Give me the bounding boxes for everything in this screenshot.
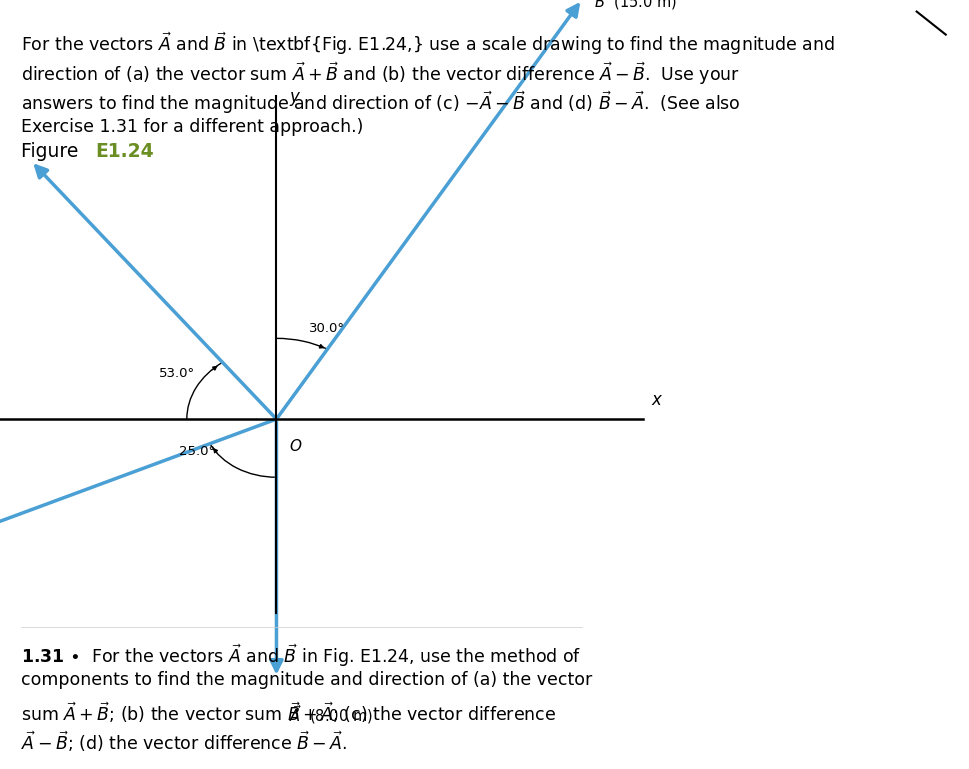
Text: $y$: $y$: [289, 90, 300, 108]
Text: $\vec{B}$  (15.0 m): $\vec{B}$ (15.0 m): [594, 0, 676, 12]
Text: $O$: $O$: [289, 438, 301, 454]
Text: 25.0°: 25.0°: [179, 445, 215, 458]
Text: $\mathbf{1.31}$ $\bullet$  For the vectors $\vec{A}$ and $\vec{B}$ in Fig. E1.24: $\mathbf{1.31}$ $\bullet$ For the vector…: [21, 642, 581, 669]
Text: For the vectors $\vec{A}$ and $\vec{B}$ in \textbf{Fig. E1.24,} use a scale draw: For the vectors $\vec{A}$ and $\vec{B}$ …: [21, 31, 834, 58]
Text: direction of (a) the vector sum $\vec{A} + \vec{B}$ and (b) the vector differenc: direction of (a) the vector sum $\vec{A}…: [21, 60, 739, 87]
Text: E1.24: E1.24: [95, 142, 153, 161]
Text: $\vec{A} - \vec{B}$; (d) the vector difference $\vec{B} - \vec{A}$.: $\vec{A} - \vec{B}$; (d) the vector diff…: [21, 730, 347, 754]
Text: 30.0°: 30.0°: [309, 322, 345, 335]
Text: Exercise 1.31 for a different approach.): Exercise 1.31 for a different approach.): [21, 118, 363, 136]
Text: $\vec{A}$  (8.00 m): $\vec{A}$ (8.00 m): [289, 704, 372, 726]
Text: $x$: $x$: [650, 391, 663, 409]
Text: 53.0°: 53.0°: [159, 368, 195, 381]
Text: components to find the magnitude and direction of (a) the vector: components to find the magnitude and dir…: [21, 671, 592, 689]
Text: answers to find the magnitude and direction of (c) $-\vec{A} - \vec{B}$ and (d) : answers to find the magnitude and direct…: [21, 89, 740, 116]
Text: sum $\vec{A} + \vec{B}$; (b) the vector sum $\vec{B} + \vec{A}$; (c) the vector : sum $\vec{A} + \vec{B}$; (b) the vector …: [21, 701, 556, 725]
Text: Figure: Figure: [21, 142, 84, 161]
